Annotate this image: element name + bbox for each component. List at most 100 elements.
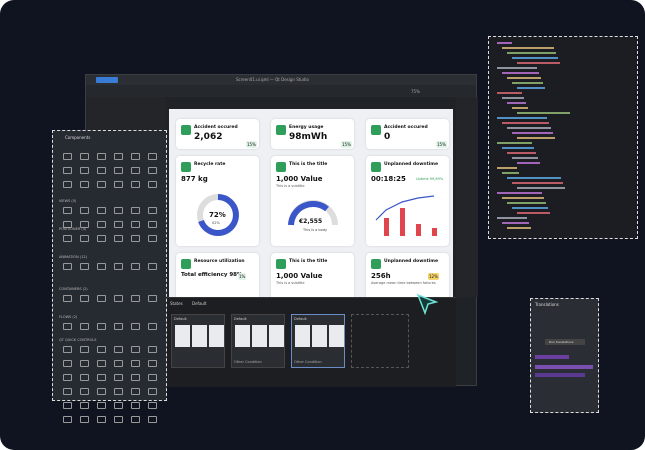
component-icon (114, 235, 123, 242)
state-card: Default (171, 314, 225, 368)
dashboard-card: Resource utilization Total efficiency 98%… (176, 253, 259, 297)
code-line (512, 182, 563, 184)
code-line (507, 77, 541, 79)
card-value: Total efficiency 98% (181, 272, 243, 278)
code-line (502, 47, 554, 49)
section-header: CONTAINERS (2) (59, 287, 88, 291)
condition: Other Condition (234, 360, 262, 364)
thumbnail (192, 325, 207, 347)
card-title: Accident occured (194, 125, 238, 130)
translations-panel: Translations Run translations (530, 298, 599, 413)
panel-title: Components (65, 135, 91, 140)
dashboard-card: Unplanned downtime 256h 12% Average mean ti… (366, 253, 449, 297)
thumbnail (209, 325, 224, 347)
code-line (507, 202, 546, 204)
window-title: Screen01.ui.qml — Qt Design Studio (236, 77, 309, 82)
component-icon (131, 221, 140, 228)
card-title: Accident occured (384, 125, 428, 130)
component-icon (63, 295, 72, 302)
code-line (512, 107, 528, 109)
state-name: Default (294, 317, 307, 321)
chart-foot: 02% (212, 221, 220, 225)
toolbar-button[interactable] (96, 77, 118, 83)
component-icon (114, 416, 123, 423)
component-icon (63, 360, 72, 367)
component-icon (131, 181, 140, 188)
thumbnail (295, 325, 310, 347)
code-line (502, 222, 529, 224)
cursor (416, 293, 439, 316)
code-line (497, 142, 532, 144)
component-icon (63, 416, 72, 423)
card-badge: 1% (238, 273, 247, 280)
thumbnail (269, 325, 284, 347)
card-icon (276, 125, 286, 135)
card-icon (371, 162, 381, 172)
code-editor (488, 36, 638, 239)
dashboard-card: This is the title 1,000 Value This is a su… (271, 156, 354, 246)
card-value: 1,000 Value (276, 175, 323, 183)
section-header: QT QUICK CONTROLS (59, 338, 97, 342)
card-icon (181, 125, 191, 135)
code-line (512, 157, 538, 159)
component-icon (131, 346, 140, 353)
component-icon (80, 295, 89, 302)
code-line (517, 212, 550, 214)
code-line (497, 217, 527, 219)
zoom[interactable]: 75% (411, 89, 420, 94)
components-panel: Components VIEWS (5) POSITIONER (4) ANIMAT… (52, 130, 167, 423)
component-icon (97, 360, 106, 367)
component-icon (80, 402, 89, 409)
state-card: Default (291, 314, 345, 368)
code-line (517, 162, 540, 164)
component-icon (80, 221, 89, 228)
card-subtitle: Average mean time between failures (371, 281, 436, 285)
component-icon (148, 374, 157, 381)
component-icon (148, 181, 157, 188)
section-header: VIEWS (5) (59, 199, 77, 203)
tab: States (170, 301, 183, 306)
component-icon (97, 323, 106, 330)
thumbnail (235, 325, 250, 347)
states-panel: States Default Default Default Default Other … (166, 297, 456, 387)
add-state (351, 314, 409, 368)
dashboard-card: This is the title 1,000 Value This is a su… (271, 253, 354, 297)
code-line (512, 207, 548, 209)
card-title: Unplanned downtime (384, 259, 439, 264)
chart-foot: This is a body (303, 228, 328, 232)
dashboard-card: Accident occured 0 15% (366, 119, 449, 149)
thumbnail (252, 325, 267, 347)
code-line (507, 102, 526, 104)
component-icon (63, 167, 72, 174)
component-icon (148, 346, 157, 353)
component-icon (63, 221, 72, 228)
card-icon (276, 162, 286, 172)
component-icon (131, 167, 140, 174)
component-icon (97, 374, 106, 381)
code-line (507, 127, 551, 129)
donut-chart (197, 194, 239, 236)
component-icon (80, 263, 89, 270)
code-line (507, 52, 556, 54)
code-line (517, 112, 570, 114)
toolbar (86, 85, 476, 97)
code-line (497, 42, 512, 44)
component-icon (131, 416, 140, 423)
component-icon (97, 388, 106, 395)
component-icon (131, 374, 140, 381)
card-icon (276, 259, 286, 269)
code-line (497, 167, 517, 169)
card-title: Energy usage (289, 125, 324, 130)
tag (535, 373, 585, 377)
tag (535, 355, 569, 359)
run-button[interactable]: Run translations (545, 339, 585, 345)
component-icon (114, 374, 123, 381)
card-value: 877 kg (181, 175, 208, 183)
card-subtitle: This is a subtitle (276, 281, 305, 285)
section-header: ANIMATION (12) (59, 255, 88, 259)
component-icon (114, 263, 123, 270)
design-canvas: Accident occured 2,062 15% Energy usage 98mW… (169, 109, 453, 297)
code-line (502, 122, 549, 124)
component-icon (148, 263, 157, 270)
app-window: Screen01.ui.qml — Qt Design Studio 75% A… (85, 74, 478, 387)
